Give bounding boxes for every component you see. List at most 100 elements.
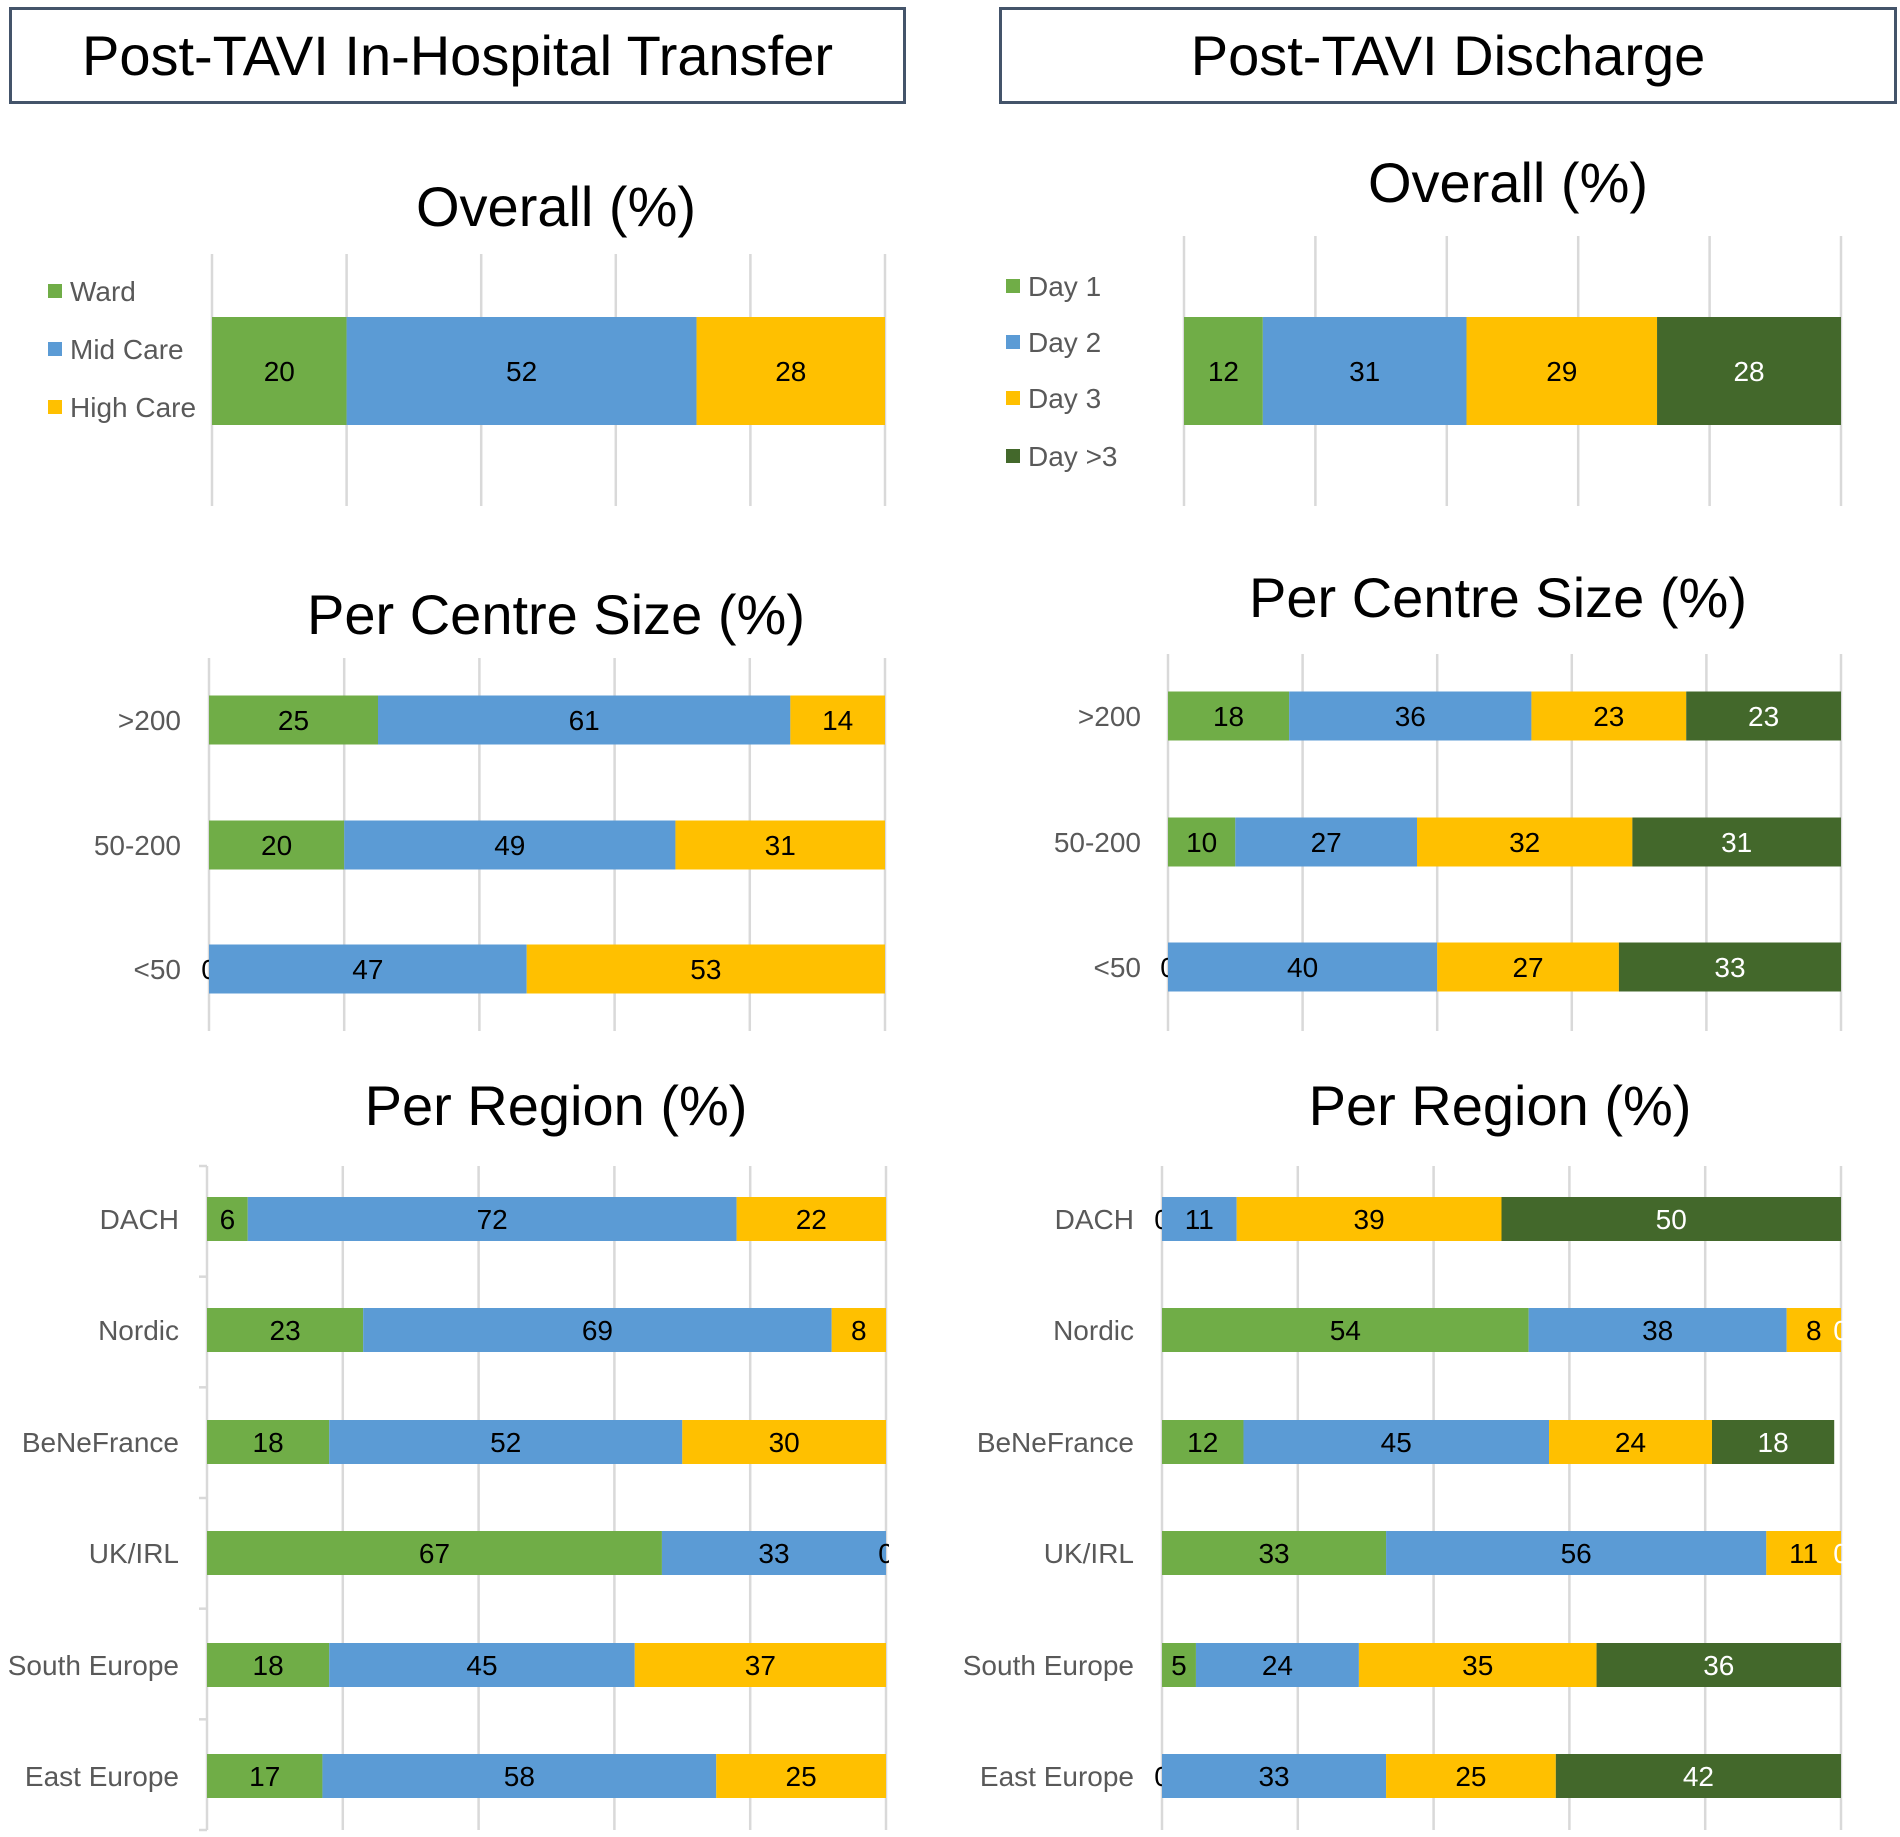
data-label: 0: [1833, 1538, 1849, 1569]
chart-title: Per Centre Size (%): [307, 583, 805, 646]
data-label: 52: [506, 356, 537, 387]
data-label: 0: [1833, 1315, 1849, 1346]
bar-segment-day-3: [1549, 1420, 1712, 1464]
data-label: 20: [261, 830, 292, 861]
data-label: 33: [1258, 1538, 1289, 1569]
bar-segment-high-care: [831, 1308, 886, 1352]
data-label: 25: [1455, 1761, 1486, 1792]
chart-title: Per Region (%): [1309, 1074, 1692, 1137]
data-label: 25: [278, 705, 309, 736]
bar-segment-mid-care: [661, 1531, 886, 1575]
bar-segment-day-2: [1289, 691, 1532, 741]
bar-segment-day-3: [1437, 942, 1619, 992]
data-label: 12: [1187, 1427, 1218, 1458]
data-label: 36: [1703, 1650, 1734, 1681]
data-label: 31: [1721, 827, 1752, 858]
data-label: 56: [1561, 1538, 1592, 1569]
bar-segment-day-2: [1162, 1197, 1237, 1241]
category-label: East Europe: [980, 1761, 1134, 1792]
data-label: 5: [1171, 1650, 1187, 1681]
bar-segment-ward: [207, 1643, 330, 1687]
bar-segment-day-3: [1657, 317, 1841, 425]
bar-segment-day-3: [1386, 1754, 1556, 1798]
bar-segment-day-3: [1766, 1531, 1841, 1575]
data-label: 28: [1733, 356, 1764, 387]
bar-segment-day-1: [1162, 1420, 1244, 1464]
category-label: UK/IRL: [89, 1538, 179, 1569]
data-label: 29: [1546, 356, 1577, 387]
data-label: 52: [490, 1427, 521, 1458]
header-title: Post-TAVI Discharge: [1190, 24, 1706, 87]
bar-segment-day-1: [1162, 1531, 1387, 1575]
bar-segment-mid-care: [346, 317, 697, 425]
stacked-bar-chart-4: Per Region (%) DACH 6 72 22 Nordic 23 69 8 BeNeFr…: [8, 1074, 894, 1832]
data-label: 35: [1462, 1650, 1493, 1681]
bar-segment-high-care: [736, 1197, 886, 1241]
category-label: BeNeFrance: [22, 1427, 179, 1458]
bar-segment-ward: [209, 820, 345, 870]
bar-segment-day-1: [1162, 1308, 1529, 1352]
bar-segment-day-3: [1596, 1643, 1841, 1687]
data-label: 22: [796, 1204, 827, 1235]
bar-segment-high-care: [634, 1643, 886, 1687]
data-label: 17: [249, 1761, 280, 1792]
data-label: 25: [786, 1761, 817, 1792]
bar-segment-day-3: [1501, 1197, 1841, 1241]
chart-title: Overall (%): [1368, 151, 1648, 214]
category-label: DACH: [100, 1204, 179, 1235]
bar-segment-day-1: [1162, 1643, 1196, 1687]
chart-title: Per Centre Size (%): [1249, 566, 1747, 629]
legend-swatch: [1006, 391, 1020, 405]
category-label: DACH: [1055, 1204, 1134, 1235]
data-label: 23: [1593, 701, 1624, 732]
data-label: 50: [1656, 1204, 1687, 1235]
category-label: East Europe: [25, 1761, 179, 1792]
bar-segment-high-care: [526, 944, 885, 994]
legend-swatch: [48, 400, 62, 414]
bar-segment-day-3: [1618, 942, 1841, 992]
chart-title: Overall (%): [416, 175, 696, 238]
data-label: 27: [1512, 952, 1543, 983]
bar-segment-mid-care: [329, 1420, 683, 1464]
bar-segment-ward: [207, 1308, 364, 1352]
data-label: 31: [1349, 356, 1380, 387]
data-label: 24: [1262, 1650, 1293, 1681]
data-label: 45: [1381, 1427, 1412, 1458]
bar-segment-mid-care: [344, 820, 676, 870]
chart-title: Per Region (%): [365, 1074, 748, 1137]
data-label: 38: [1642, 1315, 1673, 1346]
bar-segment-ward: [209, 695, 378, 745]
data-label: 18: [253, 1650, 284, 1681]
bar-segment-day-2: [1168, 942, 1438, 992]
bar-segment-mid-care: [322, 1754, 717, 1798]
data-label: 0: [878, 1538, 894, 1569]
bar-segment-mid-care: [209, 944, 527, 994]
data-label: 28: [775, 356, 806, 387]
bar-segment-ward: [207, 1197, 248, 1241]
data-label: 36: [1395, 701, 1426, 732]
legend-label: Day >3: [1028, 441, 1118, 472]
bar-segment-high-care: [790, 695, 885, 745]
bar-segment-day-3: [1686, 691, 1841, 741]
stacked-bar-chart-5: Per Region (%)DACH0113950Nordic543880BeN…: [963, 1074, 1849, 1830]
category-label: <50: [134, 954, 182, 985]
category-label: 50-200: [94, 830, 181, 861]
legend-label: Day 3: [1028, 383, 1101, 414]
bar-segment-high-care: [682, 1420, 886, 1464]
bar-segment-day-3: [1632, 817, 1841, 867]
legend-swatch: [1006, 449, 1020, 463]
bar-segment-high-care: [716, 1754, 886, 1798]
stacked-bar-chart-2: Per Centre Size (%) >200 25 61 14 50-200 20 49 3…: [94, 583, 887, 1031]
data-label: 49: [494, 830, 525, 861]
data-label: 67: [419, 1538, 450, 1569]
data-label: 8: [851, 1315, 867, 1346]
legend-label: Mid Care: [70, 334, 184, 365]
data-label: 12: [1208, 356, 1239, 387]
data-label: 23: [1748, 701, 1779, 732]
bar-segment-day-3: [1531, 691, 1687, 741]
category-label: <50: [1094, 952, 1142, 983]
bar-segment-day-1: [1168, 817, 1236, 867]
bar-segment-day-2: [1386, 1531, 1767, 1575]
category-label: >200: [118, 705, 181, 736]
